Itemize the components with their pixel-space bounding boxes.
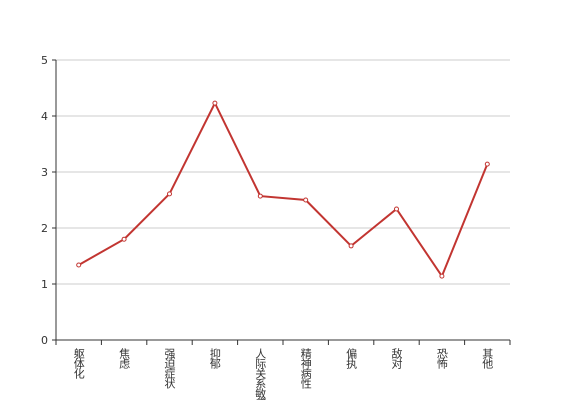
y-tick-label: 4 — [41, 110, 48, 123]
point — [121, 236, 127, 242]
x-tick-label: 躯体化 — [72, 348, 85, 380]
x-tick-label: 其他 — [481, 348, 494, 369]
x-tick-label: 焦虑 — [118, 348, 131, 369]
point — [484, 161, 490, 167]
point — [348, 243, 354, 249]
x-tick-label: 强迫症状 — [163, 348, 176, 389]
y-tick-label: 5 — [41, 54, 48, 67]
point — [303, 197, 309, 203]
point — [76, 262, 82, 268]
point — [394, 206, 399, 212]
point — [439, 273, 445, 279]
y-tick-label: 3 — [41, 166, 48, 179]
x-tick-label: 精神病性 — [299, 348, 312, 390]
x-tick-label: 偏执 — [345, 347, 358, 370]
y-tick-label: 0 — [41, 334, 48, 347]
point — [167, 191, 172, 197]
point — [257, 193, 263, 199]
x-tick-label: 抑郁 — [208, 347, 221, 369]
x-tick-label: 敌对 — [390, 347, 403, 369]
y-tick-label: 1 — [41, 278, 48, 291]
line — [78, 100, 489, 279]
y-tick-label: 2 — [41, 222, 48, 235]
point — [212, 100, 218, 106]
x-tick-label: 恐怖 — [435, 348, 448, 369]
x-tick-label: 人际关系敏感 — [254, 348, 267, 400]
